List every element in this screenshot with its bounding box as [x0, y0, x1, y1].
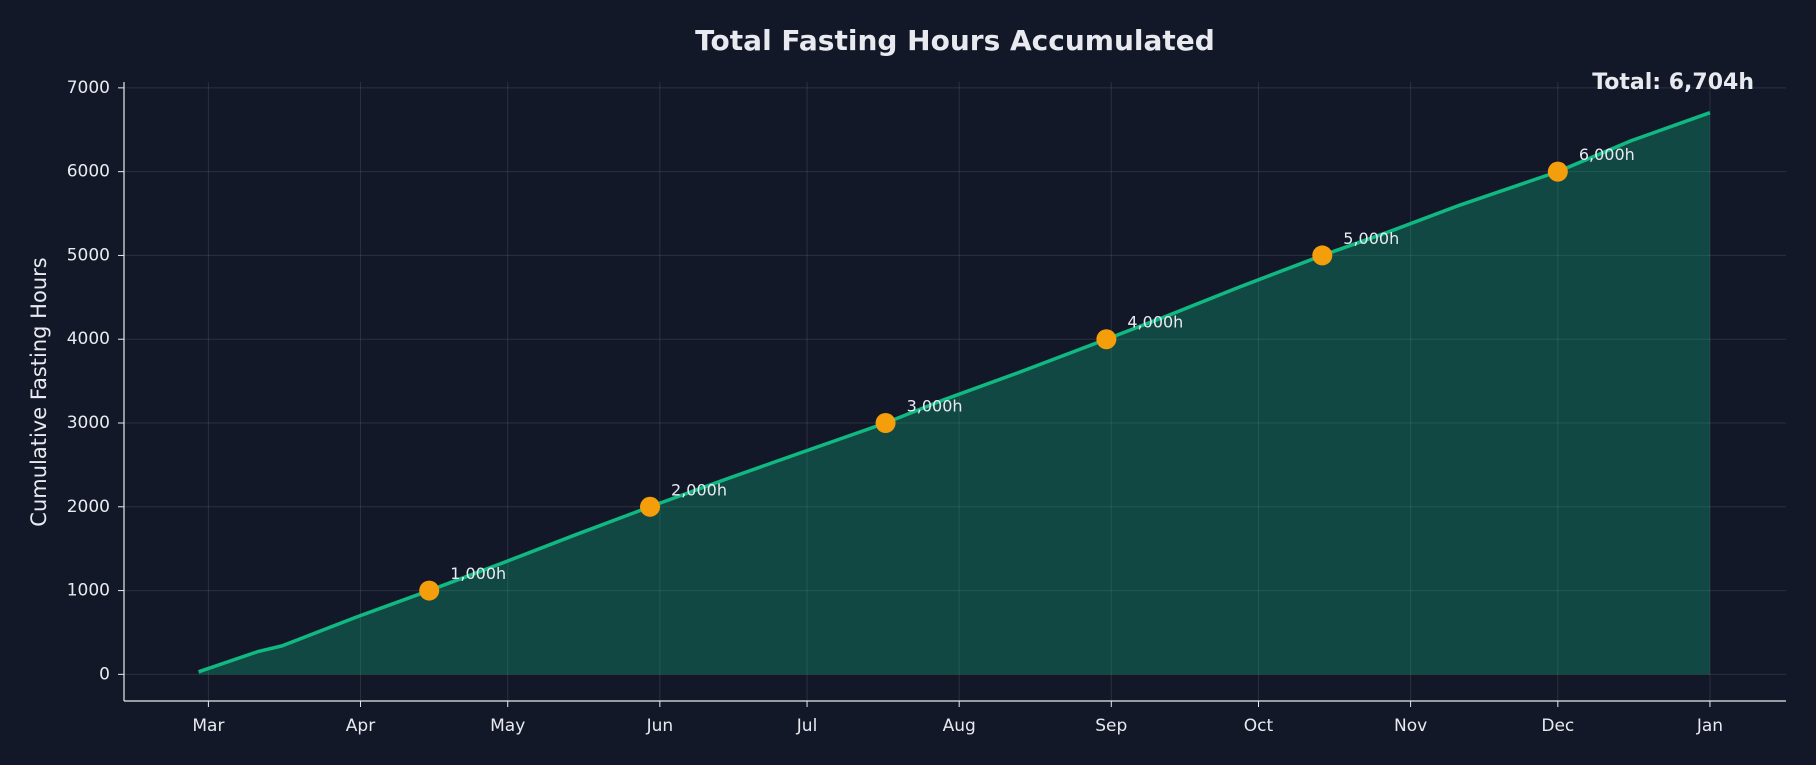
- x-tick-label: Oct: [1244, 716, 1274, 736]
- x-tick-label: Sep: [1095, 716, 1127, 736]
- milestone-label: 2,000h: [671, 480, 727, 499]
- milestone-marker: [1312, 245, 1333, 266]
- y-axis-label: Cumulative Fasting Hours: [27, 257, 51, 526]
- milestone-label: 4,000h: [1127, 313, 1183, 332]
- milestone-label: 5,000h: [1343, 229, 1399, 248]
- y-tick-label: 1000: [67, 581, 110, 601]
- milestone-marker: [419, 580, 440, 601]
- x-tick-label: Mar: [192, 716, 224, 736]
- x-tick-label: May: [490, 716, 525, 736]
- milestone-label: 1,000h: [450, 564, 506, 583]
- y-tick-label: 6000: [67, 162, 110, 182]
- total-annotation: Total: 6,704h: [1592, 70, 1754, 95]
- chart-title: Total Fasting Hours Accumulated: [695, 24, 1215, 57]
- x-tick-label: Jul: [796, 716, 818, 736]
- y-tick-label: 3000: [67, 413, 110, 433]
- x-tick-label: Jan: [1696, 716, 1723, 736]
- milestone-label: 3,000h: [907, 397, 963, 416]
- y-tick-label: 5000: [67, 245, 110, 265]
- y-tick-label: 0: [99, 664, 110, 684]
- x-tick-label: Apr: [346, 716, 375, 736]
- y-tick-label: 4000: [67, 329, 110, 349]
- milestone-marker: [640, 496, 661, 517]
- milestone-marker: [1096, 329, 1117, 350]
- line: [198, 111, 1711, 674]
- y-tick-label: 2000: [67, 497, 110, 517]
- x-tick-label: Dec: [1541, 716, 1574, 736]
- x-tick-label: Jun: [646, 716, 674, 736]
- x-tick-label: Aug: [943, 716, 976, 736]
- milestone-label: 6,000h: [1579, 145, 1635, 164]
- milestone-marker: [875, 413, 896, 434]
- y-tick-label: 7000: [67, 78, 110, 98]
- milestone-marker: [1547, 161, 1568, 182]
- x-tick-label: Nov: [1394, 716, 1427, 736]
